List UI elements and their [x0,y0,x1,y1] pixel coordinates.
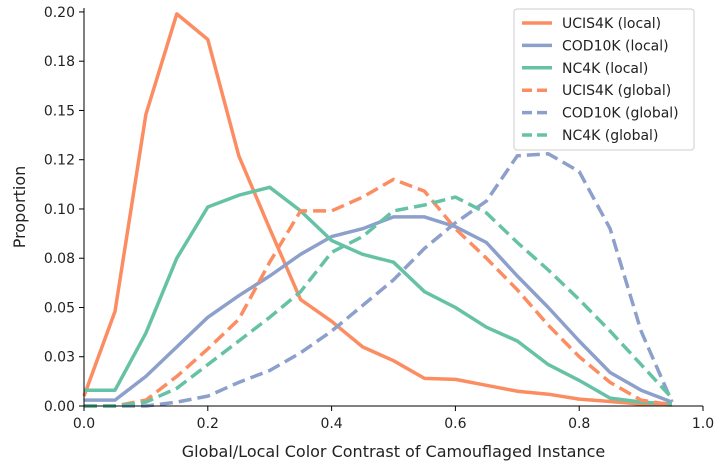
y-tick-label: 0.03 [44,350,75,366]
y-tick-label: 0.15 [44,103,75,119]
series-line-cod10k-local [84,215,673,404]
legend-label: UCIS4K (local) [562,16,661,32]
y-tick-label: 0.08 [44,251,75,267]
y-tick-label: 0.12 [44,153,75,169]
x-tick-label: 0.8 [568,416,590,432]
y-tick-label: 0.10 [44,202,75,218]
x-ticks: 0.0 0.2 0.4 0.6 0.8 1.0 [73,406,714,432]
x-tick-label: 0.4 [320,416,342,432]
legend-label: COD10K (global) [562,106,679,122]
y-tick-label: 0.20 [44,5,75,21]
legend: UCIS4K (local) COD10K (local) NC4K (local)… [513,8,695,151]
y-axis-title: Proportion [10,166,29,249]
legend-box [513,8,695,151]
x-tick-label: 0.2 [197,416,219,432]
x-tick-label: 0.6 [444,416,466,432]
legend-label: UCIS4K (global) [562,83,671,99]
y-tick-label: 0.18 [44,54,75,70]
legend-label: NC4K (global) [562,128,658,144]
x-tick-label: 1.0 [692,416,714,432]
legend-label: COD10K (local) [562,38,669,54]
legend-label: NC4K (local) [562,61,648,77]
series-line-cod10k-global [84,152,674,408]
series-line-nc4k-local [84,185,673,406]
y-tick-label: 0.00 [44,399,75,415]
series-line-nc4k-global [84,195,674,408]
x-tick-label: 0.0 [73,416,95,432]
series-line-ucis4k-local [82,12,673,407]
y-ticks: 0.00 0.03 0.05 0.08 0.10 0.12 0.15 0.18 0.20 [44,5,84,415]
y-tick-label: 0.05 [44,300,75,316]
series-lines [82,12,674,408]
x-axis-title: Global/Local Color Contrast of Camouflag… [182,442,605,461]
